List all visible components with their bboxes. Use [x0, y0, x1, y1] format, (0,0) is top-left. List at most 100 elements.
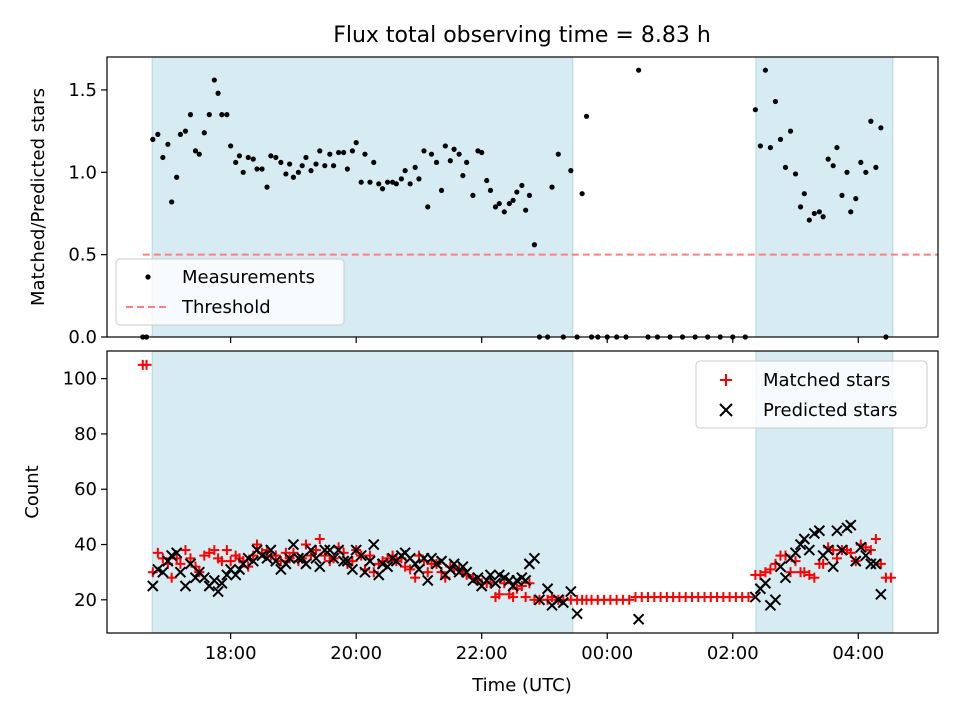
measurement-point — [155, 131, 161, 138]
measurement-point — [425, 204, 431, 210]
measurement-point — [767, 144, 774, 151]
legend-measurement-marker — [145, 274, 151, 280]
predicted-star-point — [287, 538, 300, 551]
measurement-point — [858, 159, 864, 166]
predicted-star-point — [233, 563, 246, 576]
predicted-star-point — [373, 569, 385, 581]
measurement-point — [182, 128, 189, 134]
predicted-star-point — [179, 580, 192, 592]
y-tick-label: 1.5 — [68, 80, 97, 101]
measurement-point — [367, 179, 373, 185]
predicted-star-point — [305, 544, 317, 556]
measurement-point — [336, 149, 342, 156]
predicted-star-point — [174, 566, 187, 578]
measurement-point — [219, 112, 225, 118]
predicted-star-point — [519, 574, 532, 587]
legend-predicted-marker — [719, 403, 733, 417]
matched-star-point — [765, 564, 776, 575]
measurement-point — [295, 169, 302, 175]
predicted-star-point — [170, 547, 183, 559]
measurement-point — [349, 148, 356, 154]
predicted-star-point — [327, 552, 340, 565]
predicted-star-point — [319, 544, 331, 556]
measurement-point — [313, 161, 319, 167]
predicted-star-point — [261, 552, 273, 565]
predicted-star-point — [435, 555, 448, 567]
predicted-star-point — [355, 549, 367, 562]
matched-star-point — [809, 572, 820, 583]
measurement-point — [177, 131, 184, 138]
x-tick-label: 02:00 — [707, 643, 759, 664]
measurement-point — [236, 153, 243, 159]
measurement-point — [806, 217, 812, 223]
measurement-point — [407, 181, 413, 187]
measurement-point — [762, 67, 768, 73]
count-axes: 20 40 60 80 100 18:00 20:00 22:00 00:00 02:00 04:0… — [63, 369, 885, 664]
predicted-star-point — [749, 591, 762, 603]
predicted-star-point — [769, 594, 782, 606]
predicted-star-point — [875, 588, 887, 601]
measurement-point — [636, 67, 642, 73]
matched-star-point — [494, 589, 505, 600]
matched-star-point — [347, 556, 358, 567]
measurement-point — [479, 149, 485, 156]
measurement-point — [510, 197, 516, 203]
predicted-star-point — [147, 580, 159, 592]
measurement-point — [526, 192, 533, 198]
x-tick-label: 20:00 — [330, 643, 382, 664]
measurement-point — [376, 181, 382, 187]
measurement-point — [303, 154, 309, 161]
matched-star-point — [175, 558, 186, 569]
measurement-point — [290, 174, 297, 180]
predicted-star-point — [444, 563, 457, 576]
measurement-point — [201, 130, 207, 136]
matched-star-point — [818, 558, 829, 569]
ratio-y-axis-label: Matched/Predicted stars — [28, 88, 49, 306]
measurement-point — [358, 179, 364, 185]
y-tick-label: 40 — [74, 535, 97, 556]
predicted-star-point — [870, 558, 882, 570]
measurement-point — [165, 141, 171, 147]
predicted-star-point — [489, 577, 502, 589]
measurement-point — [792, 171, 799, 177]
count-points — [137, 359, 896, 625]
predicted-star-point — [472, 571, 484, 584]
y-tick-label: 80 — [74, 424, 97, 445]
measurement-point — [772, 98, 779, 105]
predicted-star-point — [860, 549, 872, 562]
predicted-star-point — [855, 541, 867, 554]
matched-star-point — [216, 556, 227, 567]
predicted-star-point — [448, 558, 460, 570]
measurement-point — [519, 182, 525, 189]
legend-matched-label: Matched stars — [763, 370, 890, 391]
measurement-point — [240, 169, 246, 175]
measurement-point — [299, 163, 305, 169]
predicted-star-point — [292, 552, 305, 565]
measurement-point — [442, 143, 448, 149]
count-panel: 20 40 60 80 100 18:00 20:00 22:00 00:00 02:00 04:0… — [22, 350, 939, 696]
predicted-star-point — [212, 585, 224, 598]
count-legend: Matched stars Predicted stars — [695, 360, 928, 429]
y-tick-label: 1.0 — [68, 162, 97, 183]
predicted-star-point — [774, 560, 787, 573]
predicted-star-point — [332, 544, 345, 556]
measurement-point — [878, 125, 884, 131]
predicted-star-point — [484, 569, 497, 581]
measurement-point — [215, 90, 221, 96]
predicted-star-point — [162, 555, 174, 567]
legend-predicted-label: Predicted stars — [763, 400, 897, 421]
matched-star-point — [166, 572, 177, 583]
measurement-point — [278, 159, 284, 166]
predicted-star-point — [789, 547, 802, 559]
ratio-axes: 0.0 0.5 1.0 1.5 — [68, 80, 859, 348]
y-tick-label: 20 — [74, 590, 97, 611]
predicted-star-point — [409, 558, 421, 570]
measurement-point — [496, 200, 502, 207]
matched-star-point — [141, 359, 152, 370]
measurement-point — [757, 143, 763, 149]
matched-star-point — [221, 545, 232, 556]
predicted-star-point — [359, 566, 371, 578]
predicted-star-point — [229, 569, 242, 581]
measurement-point — [433, 159, 440, 166]
